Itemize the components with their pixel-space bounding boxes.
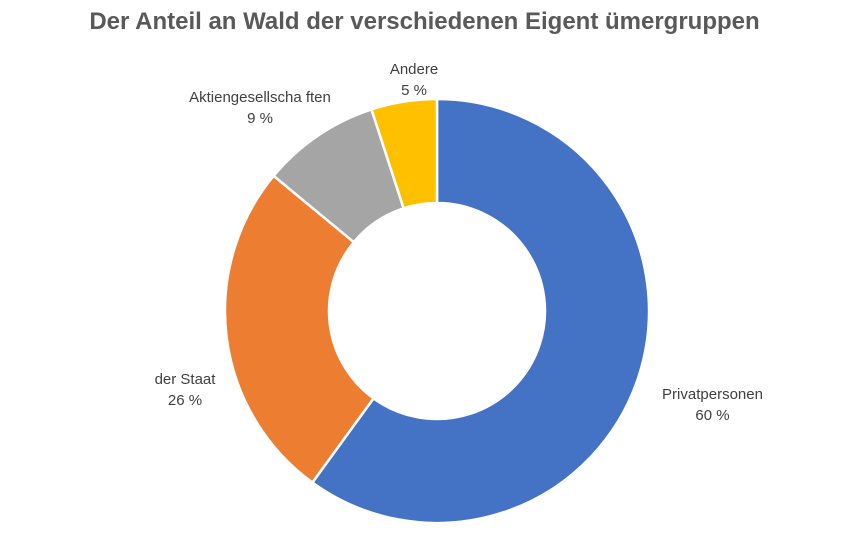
label-category: Aktiengesellscha ften <box>189 89 331 106</box>
slice-der-staat <box>223 174 376 485</box>
label-value: 5 % <box>401 82 427 99</box>
label-der-staat: der Staat 26 % <box>110 369 260 411</box>
label-value: 9 % <box>247 110 273 127</box>
label-category: der Staat <box>154 371 216 388</box>
label-value: 26 % <box>167 392 203 409</box>
chart-title: Der Anteil an Wald der verschiedenen Eig… <box>89 8 760 35</box>
label-andere: Andere 5 % <box>354 59 474 101</box>
label-aktiengesellschaften: Aktiengesellscha ften 9 % <box>160 87 360 129</box>
label-category: Privatpersonen <box>662 386 763 403</box>
slice-privatpersonen <box>310 97 651 525</box>
slice-andere <box>369 97 439 210</box>
label-privatpersonen: Privatpersonen 60 % <box>620 384 805 426</box>
label-value: 60 % <box>695 407 730 424</box>
label-category: Andere <box>389 61 439 78</box>
